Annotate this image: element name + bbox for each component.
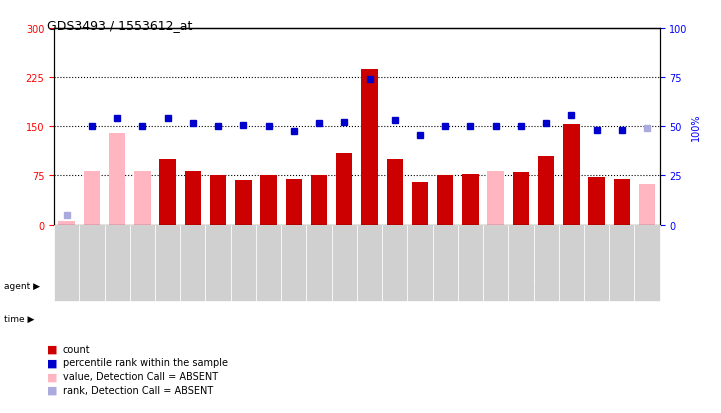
Bar bbox=[336, 153, 353, 225]
Bar bbox=[260, 176, 277, 225]
Text: 24 h: 24 h bbox=[320, 314, 343, 324]
Bar bbox=[109, 133, 125, 225]
Text: 2 h: 2 h bbox=[159, 314, 176, 324]
Bar bbox=[412, 183, 428, 225]
Bar bbox=[311, 176, 327, 225]
Text: rank, Detection Call = ABSENT: rank, Detection Call = ABSENT bbox=[63, 385, 213, 395]
Y-axis label: 100%: 100% bbox=[691, 113, 701, 141]
Text: cigarette smoke: cigarette smoke bbox=[464, 281, 553, 291]
Text: ■: ■ bbox=[47, 385, 58, 395]
Text: time ▶: time ▶ bbox=[4, 315, 34, 323]
Text: ■: ■ bbox=[47, 371, 58, 381]
Bar bbox=[386, 160, 403, 225]
Bar bbox=[614, 179, 630, 225]
Text: value, Detection Call = ABSENT: value, Detection Call = ABSENT bbox=[63, 371, 218, 381]
Bar bbox=[159, 160, 176, 225]
Text: 24 h: 24 h bbox=[623, 314, 646, 324]
Bar bbox=[513, 173, 529, 225]
Bar bbox=[185, 171, 201, 225]
Bar bbox=[58, 222, 75, 225]
Text: GDS3493 / 1553612_at: GDS3493 / 1553612_at bbox=[47, 19, 193, 31]
Bar bbox=[134, 171, 151, 225]
Text: ■: ■ bbox=[47, 358, 58, 368]
Bar bbox=[538, 157, 554, 225]
Bar bbox=[361, 69, 378, 225]
Bar bbox=[639, 185, 655, 225]
Bar bbox=[286, 179, 302, 225]
Text: 4 h: 4 h bbox=[248, 314, 264, 324]
Text: 1 h: 1 h bbox=[84, 314, 100, 324]
Text: ■: ■ bbox=[47, 344, 58, 354]
Text: agent ▶: agent ▶ bbox=[4, 282, 40, 290]
Text: 1 h: 1 h bbox=[386, 314, 403, 324]
Text: control: control bbox=[186, 281, 225, 291]
Text: count: count bbox=[63, 344, 90, 354]
Bar bbox=[487, 171, 504, 225]
Bar bbox=[235, 180, 252, 225]
Bar bbox=[437, 176, 454, 225]
Text: percentile rank within the sample: percentile rank within the sample bbox=[63, 358, 228, 368]
Text: 4 h: 4 h bbox=[551, 314, 567, 324]
Bar bbox=[210, 176, 226, 225]
Text: 2 h: 2 h bbox=[462, 314, 479, 324]
Bar bbox=[84, 171, 100, 225]
Bar bbox=[588, 178, 605, 225]
Bar bbox=[462, 174, 479, 225]
Bar bbox=[563, 125, 580, 225]
